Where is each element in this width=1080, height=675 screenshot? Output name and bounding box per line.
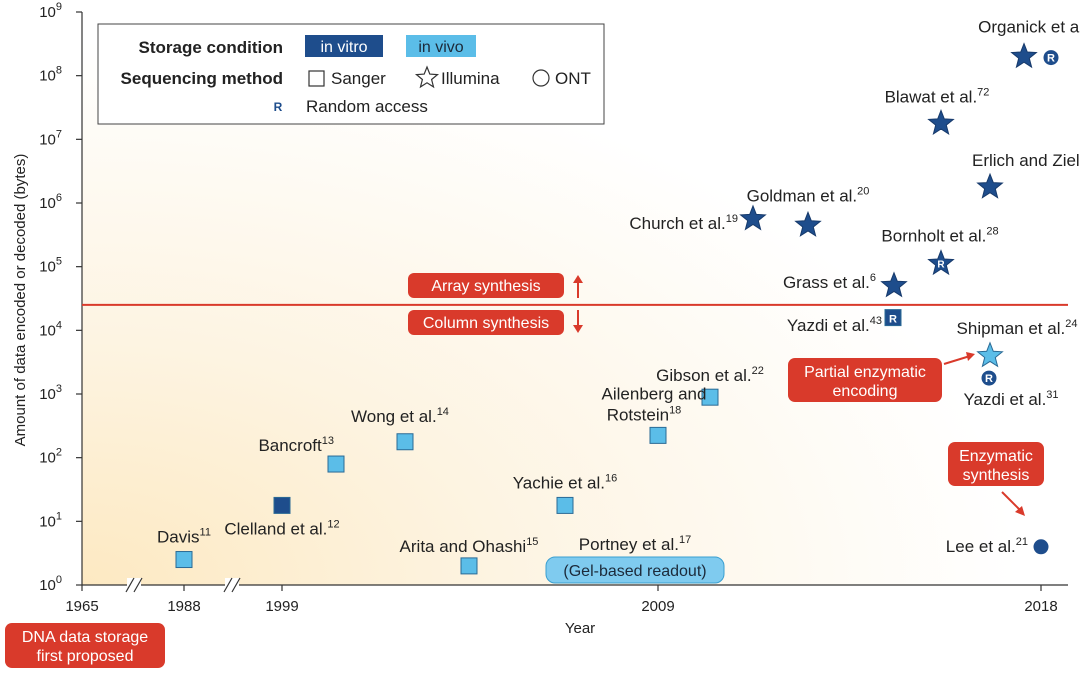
random-access-badge-13: R	[937, 259, 945, 270]
dna-storage-proposed-label: DNA data storage first proposed	[22, 629, 148, 665]
point-square-12	[884, 309, 902, 327]
column-synthesis-callout: Column synthesis	[408, 310, 583, 335]
point-label-17: Yazdi et al.31	[963, 389, 1058, 409]
random-access-badge-17: R	[985, 373, 993, 385]
point-square-7	[649, 426, 667, 444]
y-tick-label: 101	[39, 510, 62, 530]
y-tick-label: 100	[39, 574, 62, 594]
y-tick-label: 103	[39, 383, 62, 403]
point-label-16: Shipman et al.24	[957, 318, 1078, 338]
point-label-7-line2: Rotstein18	[607, 404, 682, 424]
point-circle-17	[980, 369, 998, 387]
legend-random-access-symbol: R	[274, 100, 283, 114]
point-label-12: Yazdi et al.43	[787, 315, 882, 335]
legend-ont-label: ONT	[555, 69, 591, 88]
random-access-circle-18	[1042, 49, 1060, 67]
gel-readout-callout: (Gel-based readout)	[545, 556, 725, 584]
point-label-0: Davis11	[157, 527, 211, 547]
point-star-10	[794, 210, 822, 237]
legend-in-vitro-label: in vitro	[320, 39, 367, 56]
point-star-16	[976, 341, 1004, 368]
axis-break-2	[223, 577, 241, 593]
point-square-5	[556, 496, 574, 514]
point-star-13	[927, 249, 955, 276]
x-tick-label: 2018	[1024, 598, 1057, 615]
y-tick-label: 105	[39, 256, 62, 276]
point-label-2: Bancroft13	[258, 435, 334, 455]
legend-illumina-label: Illumina	[441, 69, 500, 88]
point-labels: Davis11 Clelland et al.12 Bancroft13 Wong e…	[157, 17, 1080, 556]
x-tick-label: 1988	[167, 598, 200, 615]
y-tick-label: 106	[39, 192, 62, 212]
y-tick-label: 104	[39, 319, 62, 339]
point-label-4: Arita and Ohashi15	[400, 536, 539, 556]
axis-break-1	[125, 577, 143, 593]
point-label-3: Wong et al.14	[351, 406, 449, 426]
legend-in-vitro-swatch	[305, 35, 383, 57]
y-tick-label: 108	[39, 65, 62, 85]
legend-random-access-label: Random access	[306, 97, 428, 116]
x-ticks: 1965 1988 1999 2009 2018	[65, 585, 1058, 615]
legend-sequencing-title: Sequencing method	[121, 69, 283, 88]
array-synthesis-label: Array synthesis	[431, 278, 540, 295]
point-label-11: Grass et al.6	[783, 272, 876, 292]
point-label-18: Organick et al.3	[978, 17, 1080, 37]
random-access-badge-12: R	[889, 314, 897, 326]
point-label-9: Church et al.19	[629, 213, 738, 233]
x-tick-label: 1965	[65, 598, 98, 615]
point-circle-19	[1032, 538, 1050, 556]
gel-readout-label: (Gel-based readout)	[563, 563, 706, 580]
point-label-13: Bornholt et al.28	[881, 225, 998, 245]
point-square-4	[460, 557, 478, 575]
partial-enzymatic-label: Partial enzymatic encoding	[804, 364, 926, 400]
y-tick-label: 107	[39, 128, 62, 148]
point-label-5: Yachie et al.16	[513, 472, 618, 492]
array-synthesis-callout: Array synthesis	[408, 273, 583, 298]
legend-sanger-square	[308, 70, 325, 87]
annotations: (Gel-based readout) Partial enzymatic enc…	[5, 352, 1044, 668]
dna-storage-proposed-callout: DNA data storage first proposed	[5, 623, 165, 668]
point-star-14	[927, 109, 955, 136]
point-star-9	[739, 204, 767, 231]
point-star-11	[880, 271, 908, 298]
x-axis-label: Year	[565, 620, 595, 637]
x-tick-label: 1999	[265, 598, 298, 615]
legend-storage-title: Storage condition	[139, 38, 284, 57]
y-tick-label: 102	[39, 447, 62, 467]
point-star-18	[1010, 42, 1038, 69]
data-points: R R R R	[175, 42, 1060, 575]
partial-enzymatic-callout: Partial enzymatic encoding	[788, 352, 975, 402]
legend-illumina-star	[414, 65, 440, 89]
legend: Storage condition in vitro in vivo Seque…	[97, 23, 605, 125]
point-label-8: Gibson et al.22	[656, 365, 764, 385]
enzymatic-synthesis-callout: Enzymatic synthesis	[948, 442, 1044, 516]
point-label-7: Ailenberg and	[602, 384, 707, 403]
legend-in-vivo-swatch	[406, 35, 476, 57]
enzymatic-synthesis-label: Enzymatic synthesis	[959, 448, 1033, 484]
legend-sanger-label: Sanger	[331, 69, 386, 88]
y-ticks: 100 101 102 103 104 105 106 107 108 109	[39, 1, 82, 594]
point-square-1	[273, 496, 291, 514]
point-label-10: Goldman et al.20	[747, 185, 870, 205]
point-star-15	[976, 172, 1004, 199]
axes: Year Amount of data encoded or decoded (…	[12, 12, 1068, 637]
point-label-1: Clelland et al.12	[224, 518, 339, 538]
point-square-3	[396, 433, 414, 451]
point-square-8	[701, 388, 719, 406]
random-access-badge-18: R	[1047, 53, 1055, 65]
legend-ont-circle	[532, 69, 550, 87]
point-label-19: Lee et al.21	[946, 536, 1028, 556]
column-synthesis-label: Column synthesis	[423, 315, 549, 332]
y-axis-label: Amount of data encoded or decoded (bytes…	[12, 154, 29, 447]
point-label-6: Portney et al.17	[579, 534, 691, 554]
threshold-group: Array synthesis Column synthesis	[82, 273, 1068, 335]
y-tick-label: 109	[39, 1, 62, 21]
point-square-2	[327, 455, 345, 473]
point-label-14: Blawat et al.72	[885, 86, 990, 106]
x-tick-label: 2009	[641, 598, 674, 615]
point-square-0	[175, 551, 193, 569]
point-label-15: Erlich and Zielinksi32	[972, 150, 1080, 170]
legend-in-vivo-label: in vivo	[418, 39, 463, 56]
